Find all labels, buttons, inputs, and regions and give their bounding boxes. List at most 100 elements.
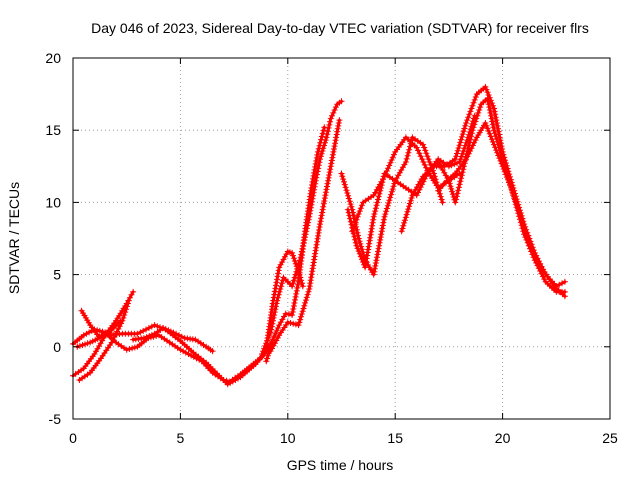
- data-point-marker: [331, 143, 338, 150]
- data-point-marker: [389, 154, 396, 161]
- data-point-marker: [482, 120, 489, 126]
- data-point-marker: [355, 248, 362, 255]
- data-point-marker: [515, 208, 522, 215]
- data-point-marker: [486, 130, 493, 137]
- data-point-marker: [561, 293, 568, 300]
- data-point-marker: [370, 271, 377, 278]
- data-point-marker: [377, 187, 384, 194]
- data-point-marker: [160, 325, 167, 331]
- data-point-marker: [143, 334, 150, 341]
- data-point-marker: [487, 133, 494, 140]
- data-point-marker: [493, 147, 500, 154]
- data-point-marker: [468, 133, 475, 140]
- data-point-marker: [398, 228, 405, 235]
- data-point-marker: [328, 157, 335, 164]
- data-point-marker: [319, 130, 326, 137]
- data-point-marker: [270, 294, 277, 301]
- data-point-marker: [471, 121, 478, 128]
- data-point-marker: [500, 166, 507, 172]
- data-point-marker: [304, 291, 311, 298]
- data-point-marker: [299, 280, 305, 287]
- data-point-marker: [466, 111, 473, 118]
- data-point-marker: [140, 335, 147, 342]
- data-point-marker: [321, 124, 328, 131]
- data-point-marker: [506, 179, 512, 186]
- data-point-marker: [485, 98, 492, 105]
- data-point-marker: [493, 117, 500, 124]
- data-point-marker: [373, 254, 380, 261]
- data-point-marker: [343, 187, 350, 194]
- data-point-marker: [122, 309, 129, 316]
- data-point-marker: [341, 178, 347, 185]
- data-point-marker: [346, 198, 353, 205]
- data-point-marker: [319, 148, 326, 154]
- data-point-marker: [279, 259, 286, 266]
- data-point-marker: [264, 355, 271, 362]
- series-track-14: [398, 83, 568, 290]
- data-point-marker: [293, 287, 300, 294]
- data-point-marker: [526, 242, 533, 249]
- data-point-marker: [482, 83, 489, 90]
- data-point-marker: [339, 173, 346, 180]
- data-point-marker: [456, 142, 463, 149]
- data-point-marker: [379, 179, 386, 186]
- data-point-marker: [468, 130, 475, 137]
- data-point-marker: [330, 148, 337, 155]
- data-point-marker: [314, 148, 321, 155]
- y-tick-label: 5: [53, 267, 61, 283]
- data-point-marker: [326, 121, 333, 128]
- data-point-marker: [379, 222, 386, 229]
- data-point-marker: [456, 181, 463, 188]
- data-point-marker: [322, 189, 329, 196]
- data-point-marker: [401, 219, 408, 226]
- data-point-marker: [499, 163, 506, 170]
- data-point-marker: [475, 109, 482, 116]
- data-point-marker: [284, 319, 291, 326]
- data-point-marker: [385, 165, 391, 172]
- data-point-marker: [317, 153, 324, 160]
- data-point-marker: [227, 379, 234, 386]
- data-point-marker: [458, 175, 465, 182]
- data-point-marker: [489, 121, 496, 128]
- data-point-marker: [148, 331, 155, 338]
- data-point-marker: [454, 150, 460, 157]
- data-point-marker: [352, 236, 359, 243]
- data-point-marker: [463, 156, 470, 163]
- data-point-marker: [279, 277, 286, 284]
- data-point-marker: [352, 219, 359, 226]
- data-point-marker: [124, 303, 130, 310]
- data-point-marker: [503, 174, 510, 181]
- data-point-marker: [278, 280, 285, 287]
- data-point-marker: [263, 358, 270, 365]
- data-point-marker: [505, 176, 511, 183]
- data-point-marker: [465, 114, 472, 121]
- data-point-marker: [459, 131, 466, 138]
- data-point-marker: [510, 190, 517, 197]
- data-point-marker: [96, 327, 103, 334]
- data-point-marker: [454, 160, 460, 167]
- x-axis-title: GPS time / hours: [287, 457, 394, 473]
- data-point-marker: [405, 206, 412, 213]
- data-point-marker: [514, 205, 521, 212]
- data-point-marker: [416, 150, 423, 157]
- data-point-marker: [377, 185, 384, 191]
- data-point-marker: [454, 147, 461, 154]
- data-point-marker: [290, 306, 297, 312]
- data-point-marker: [460, 128, 467, 135]
- data-point-marker: [123, 346, 130, 353]
- data-point-marker: [117, 317, 124, 324]
- data-point-marker: [457, 139, 464, 146]
- plot-frame: [72, 57, 611, 420]
- data-point-marker: [372, 262, 379, 269]
- data-point-marker: [260, 348, 267, 355]
- data-point-marker: [422, 147, 429, 154]
- data-point-marker: [472, 137, 479, 144]
- data-point-marker: [452, 156, 459, 163]
- data-point-marker: [324, 128, 331, 135]
- data-point-marker: [348, 203, 355, 210]
- data-point-marker: [177, 346, 184, 353]
- data-point-marker: [484, 89, 491, 96]
- data-point-marker: [357, 205, 364, 212]
- data-point-marker: [492, 114, 499, 121]
- data-point-marker: [295, 322, 302, 329]
